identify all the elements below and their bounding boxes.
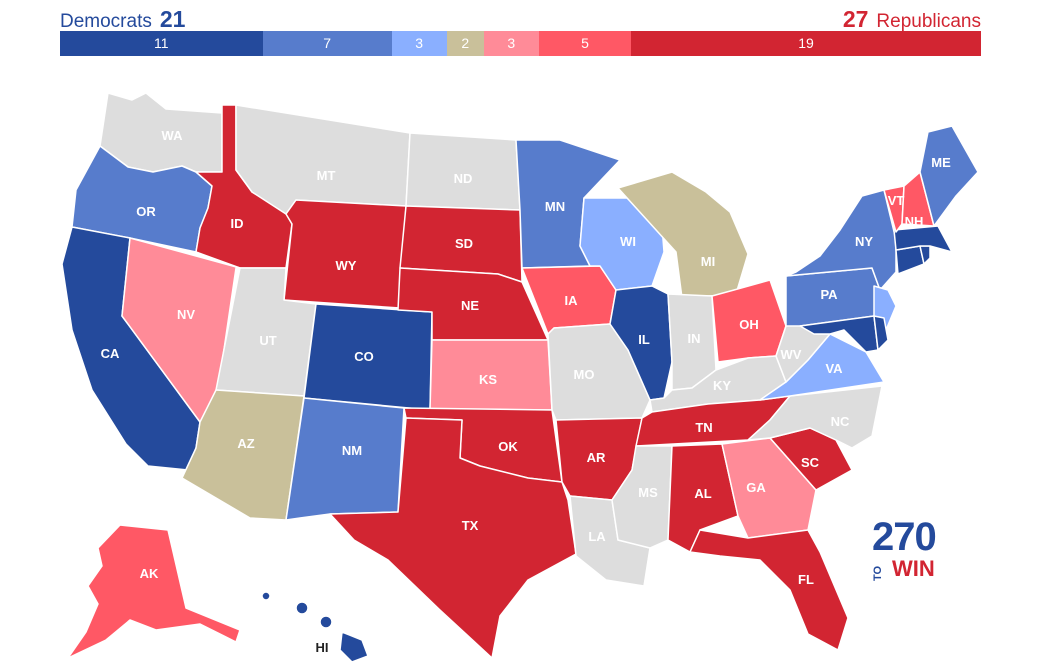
label-ia: IA: [565, 293, 579, 308]
label-in: IN: [688, 331, 701, 346]
state-de[interactable]: [873, 315, 889, 351]
label-nd: ND: [454, 171, 473, 186]
label-wy: WY: [336, 258, 357, 273]
republicans-count: 27: [842, 6, 869, 32]
state-wy[interactable]: [283, 199, 407, 309]
ratings-bar-segment: 19: [631, 31, 982, 56]
label-ak: AK: [140, 566, 159, 581]
label-or: OR: [136, 204, 156, 219]
label-wv: WV: [781, 347, 802, 362]
democrats-count: 21: [159, 6, 186, 32]
label-ne: NE: [461, 298, 479, 313]
ratings-bar-segment: 5: [538, 31, 632, 56]
ratings-bar-segment: 7: [262, 31, 392, 56]
state-hi-island-maui[interactable]: [319, 615, 333, 629]
logo-to: TO: [872, 565, 884, 581]
label-fl: FL: [798, 572, 814, 587]
label-mn: MN: [545, 199, 565, 214]
republicans-label: Republicans: [876, 11, 981, 32]
label-nc: NC: [831, 414, 850, 429]
label-wi: WI: [620, 234, 636, 249]
label-la: LA: [588, 529, 606, 544]
state-hi-island-oahu[interactable]: [295, 601, 309, 615]
label-ny: NY: [855, 234, 873, 249]
democrats-total: Democrats 21: [60, 6, 185, 33]
state-ma[interactable]: [893, 225, 953, 253]
ratings-bar: 11 7 3 2 3 5 19: [60, 31, 982, 56]
state-me[interactable]: [919, 125, 979, 227]
label-ga: GA: [746, 480, 766, 495]
label-ca: CA: [101, 346, 120, 361]
state-mi[interactable]: [617, 171, 749, 299]
label-nh: NH: [905, 214, 924, 229]
label-sd: SD: [455, 236, 473, 251]
logo-win: WIN: [892, 556, 935, 581]
state-ak[interactable]: [67, 524, 241, 659]
label-co: CO: [354, 349, 374, 364]
label-mi: MI: [701, 254, 715, 269]
ratings-bar-segment: 11: [60, 31, 263, 56]
label-nv: NV: [177, 307, 195, 322]
label-ut: UT: [259, 333, 276, 348]
label-il: IL: [638, 332, 650, 347]
ratings-bar-segment: 3: [391, 31, 447, 56]
label-tn: TN: [695, 420, 712, 435]
state-tx[interactable]: [329, 417, 577, 659]
ratings-bar-segment: 2: [446, 31, 484, 56]
label-pa: PA: [820, 287, 838, 302]
label-ky: KY: [713, 378, 731, 393]
label-ar: AR: [587, 450, 606, 465]
logo-270: 270: [872, 515, 937, 559]
label-tx: TX: [462, 518, 479, 533]
scoreboard-header: Democrats 21 27 Republicans: [60, 4, 981, 32]
democrats-label: Democrats: [60, 11, 152, 32]
label-al: AL: [694, 486, 711, 501]
label-ms: MS: [638, 485, 658, 500]
state-fl[interactable]: [689, 529, 849, 651]
label-az: AZ: [237, 436, 254, 451]
270towin-logo[interactable]: 270 TO WIN: [872, 517, 944, 583]
state-nm[interactable]: [285, 397, 405, 521]
label-id: ID: [231, 216, 244, 231]
republicans-total: 27 Republicans: [843, 6, 981, 33]
label-hi: HI: [316, 640, 329, 655]
label-nm: NM: [342, 443, 362, 458]
state-nc[interactable]: [747, 385, 883, 449]
us-map: WA OR CA ID NV MT WY UT AZ CO NM ND SD N…: [61, 92, 979, 663]
label-sc: SC: [801, 455, 820, 470]
ratings-bar-segment: 3: [483, 31, 539, 56]
state-hi-island-kauai[interactable]: [261, 591, 271, 601]
label-mo: MO: [574, 367, 595, 382]
state-hi[interactable]: [339, 631, 369, 663]
state-ct[interactable]: [895, 245, 925, 275]
state-mt[interactable]: [235, 104, 411, 215]
label-oh: OH: [739, 317, 759, 332]
label-wa: WA: [162, 128, 184, 143]
label-vt: VT: [888, 193, 905, 208]
label-va: VA: [825, 361, 843, 376]
label-ks: KS: [479, 372, 497, 387]
label-me: ME: [931, 155, 951, 170]
label-ok: OK: [498, 439, 518, 454]
label-mt: MT: [317, 168, 336, 183]
